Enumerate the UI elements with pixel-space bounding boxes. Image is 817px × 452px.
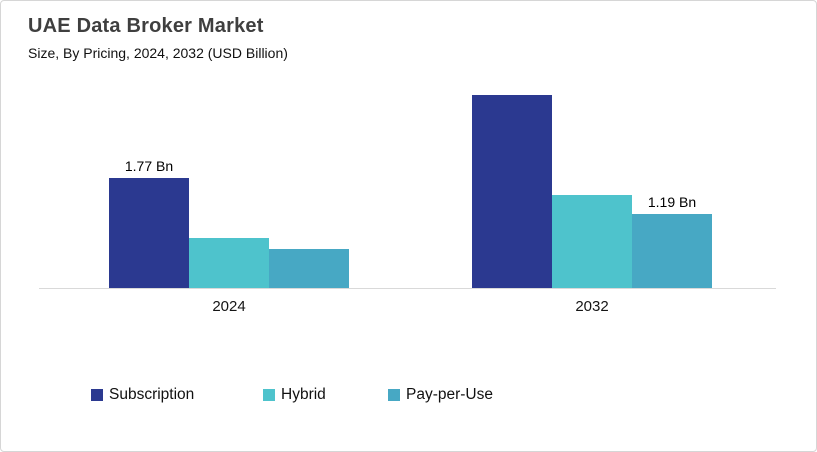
bar-pay-per-use-2032: 1.19 Bn (632, 194, 712, 288)
bar-value-label: 1.19 Bn (647, 194, 697, 210)
x-axis-line (39, 288, 776, 289)
bar-value-label: 1.77 Bn (124, 158, 174, 174)
bar-subscription-2032 (472, 95, 552, 288)
chart-title: UAE Data Broker Market (28, 15, 264, 37)
bar-hybrid-2024 (189, 238, 269, 288)
bar-hybrid-2032 (552, 195, 632, 288)
chart-subtitle: Size, By Pricing, 2024, 2032 (USD Billio… (28, 45, 288, 61)
bar-pay-per-use-2024 (269, 249, 349, 288)
x-axis-label-2032: 2032 (575, 298, 609, 315)
bar-group-2032: 1.19 Bn (472, 95, 712, 288)
x-axis-label-2024: 2024 (212, 298, 246, 315)
bar-group-2024: 1.77 Bn (109, 158, 349, 288)
bar-subscription-2024: 1.77 Bn (109, 158, 189, 288)
